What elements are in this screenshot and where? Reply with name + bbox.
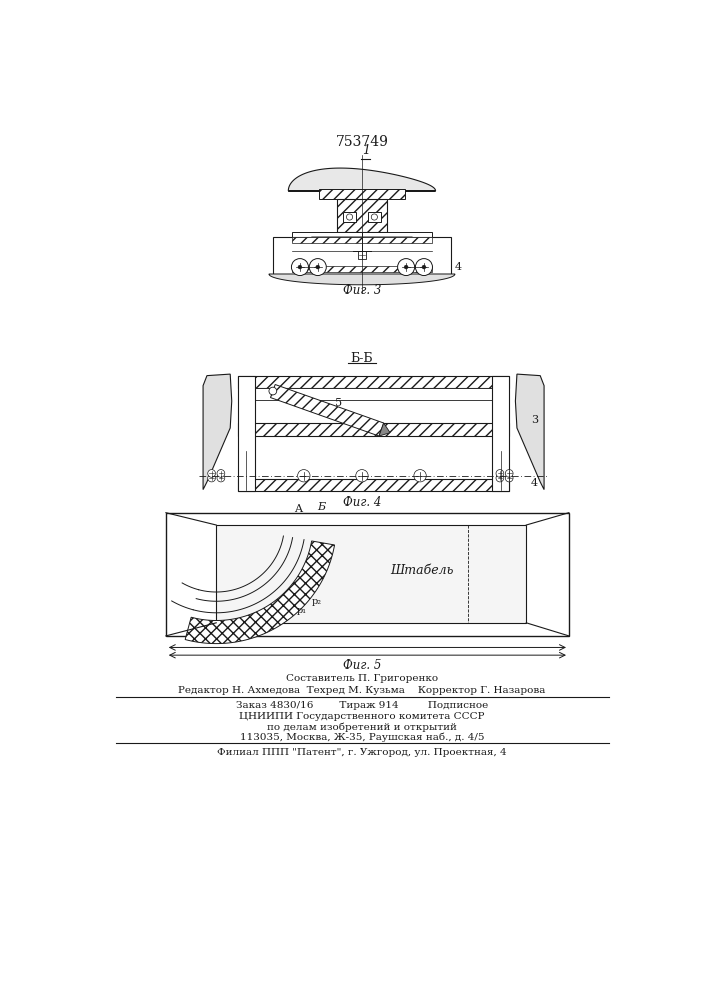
- Text: Редактор Н. Ахмедова  Техред М. Кузьма    Корректор Г. Назарова: Редактор Н. Ахмедова Техред М. Кузьма Ко…: [178, 686, 546, 695]
- Bar: [320, 189, 404, 199]
- Bar: [238, 376, 509, 388]
- Text: Заказ 4830/16        Тираж 914         Подписное: Заказ 4830/16 Тираж 914 Подписное: [236, 701, 488, 710]
- Polygon shape: [185, 541, 334, 644]
- Polygon shape: [271, 385, 384, 436]
- Bar: [238, 479, 509, 491]
- Circle shape: [414, 470, 426, 482]
- Circle shape: [506, 474, 513, 482]
- Bar: [344, 212, 356, 222]
- Circle shape: [217, 470, 225, 477]
- Bar: [368, 212, 380, 222]
- Circle shape: [416, 259, 433, 276]
- Text: Фиг. 4: Фиг. 4: [343, 496, 381, 509]
- Circle shape: [496, 470, 504, 477]
- Circle shape: [371, 214, 378, 220]
- Text: A: A: [293, 504, 302, 514]
- Text: 4: 4: [531, 478, 538, 488]
- Circle shape: [291, 259, 308, 276]
- Circle shape: [397, 259, 414, 276]
- Circle shape: [356, 470, 368, 482]
- Polygon shape: [288, 168, 436, 191]
- Polygon shape: [166, 513, 569, 636]
- Text: р₂: р₂: [312, 597, 322, 606]
- Text: 753749: 753749: [336, 135, 388, 149]
- Bar: [358, 251, 366, 259]
- Circle shape: [298, 470, 310, 482]
- Text: 5: 5: [335, 398, 342, 408]
- Text: Б: Б: [317, 502, 325, 512]
- Text: 113035, Москва, Ж-35, Раушская наб., д. 4/5: 113035, Москва, Ж-35, Раушская наб., д. …: [240, 732, 484, 742]
- Bar: [273, 237, 451, 274]
- Text: 4: 4: [455, 262, 462, 272]
- Bar: [253, 388, 493, 400]
- Bar: [492, 376, 509, 491]
- Text: Фиг. 5: Фиг. 5: [343, 659, 381, 672]
- Bar: [292, 237, 432, 243]
- Text: по делам изобретений и открытий: по делам изобретений и открытий: [267, 722, 457, 732]
- Circle shape: [208, 474, 216, 482]
- Polygon shape: [216, 525, 526, 623]
- Circle shape: [208, 470, 216, 477]
- Polygon shape: [515, 374, 544, 490]
- Circle shape: [346, 214, 353, 220]
- Text: Б-Б: Б-Б: [351, 352, 373, 365]
- Bar: [337, 199, 387, 232]
- Circle shape: [404, 265, 408, 269]
- Text: Фиг. 3: Фиг. 3: [343, 284, 381, 297]
- Bar: [238, 423, 509, 436]
- Circle shape: [506, 470, 513, 477]
- Circle shape: [422, 265, 426, 269]
- Text: р₁: р₁: [296, 606, 307, 615]
- Circle shape: [217, 474, 225, 482]
- Circle shape: [309, 259, 327, 276]
- Polygon shape: [312, 237, 412, 245]
- Bar: [292, 266, 432, 272]
- Text: 3: 3: [531, 415, 538, 425]
- Text: Составитель П. Григоренко: Составитель П. Григоренко: [286, 674, 438, 683]
- Polygon shape: [379, 423, 390, 436]
- Circle shape: [298, 265, 302, 269]
- Circle shape: [496, 474, 504, 482]
- Bar: [292, 232, 432, 237]
- Text: 1: 1: [362, 144, 370, 157]
- Bar: [238, 376, 255, 491]
- Polygon shape: [203, 374, 232, 490]
- Text: Филиал ППП "Патент", г. Ужгород, ул. Проектная, 4: Филиал ППП "Патент", г. Ужгород, ул. Про…: [217, 748, 507, 757]
- Circle shape: [269, 387, 276, 395]
- Text: ЦНИИПИ Государственного комитета СССР: ЦНИИПИ Государственного комитета СССР: [239, 712, 485, 721]
- Polygon shape: [269, 274, 455, 285]
- Text: Штабель: Штабель: [390, 564, 453, 577]
- Circle shape: [316, 265, 320, 269]
